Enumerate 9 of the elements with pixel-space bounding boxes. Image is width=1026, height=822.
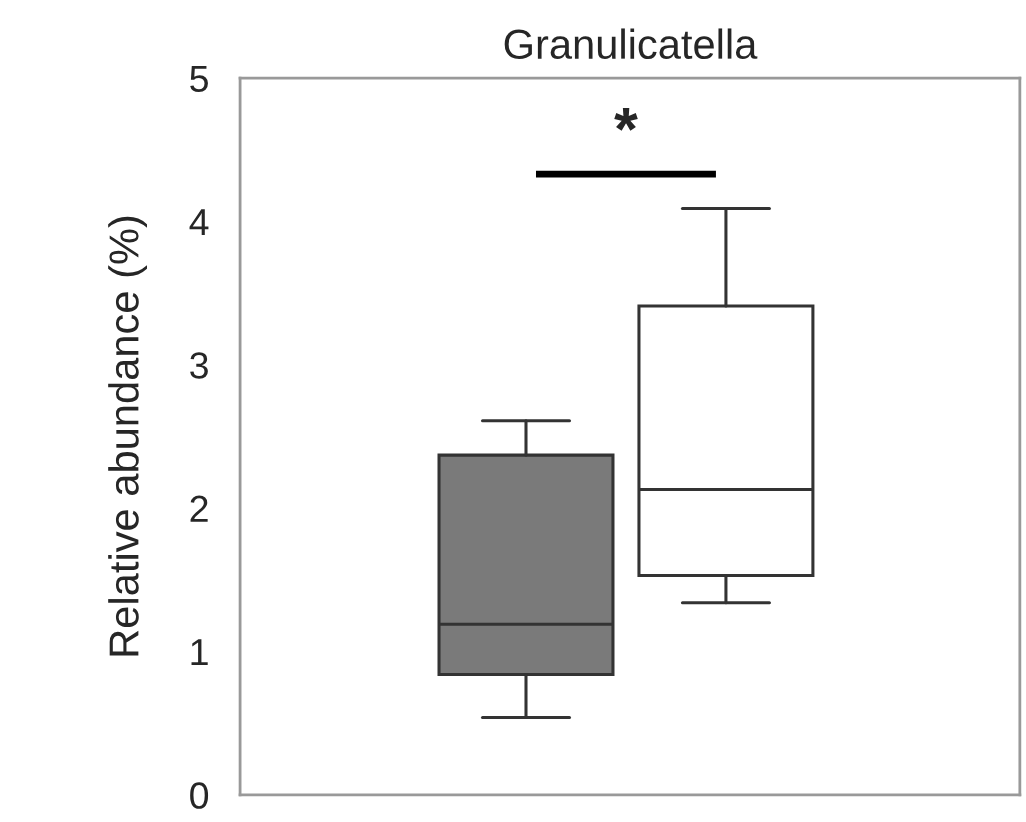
chart-title: Granulicatella	[504, 28, 758, 60]
y-tick-label: 5	[190, 65, 208, 93]
y-tick-label: 3	[190, 352, 208, 379]
y-tick-label: 1	[191, 639, 208, 666]
y-tick-label: 4	[189, 209, 209, 236]
y-tick-label: 2	[190, 495, 208, 522]
y-axis-title: Relative abundance (%)	[108, 216, 147, 656]
y-tick-label: 0	[190, 782, 209, 809]
annotation: *	[614, 107, 638, 131]
